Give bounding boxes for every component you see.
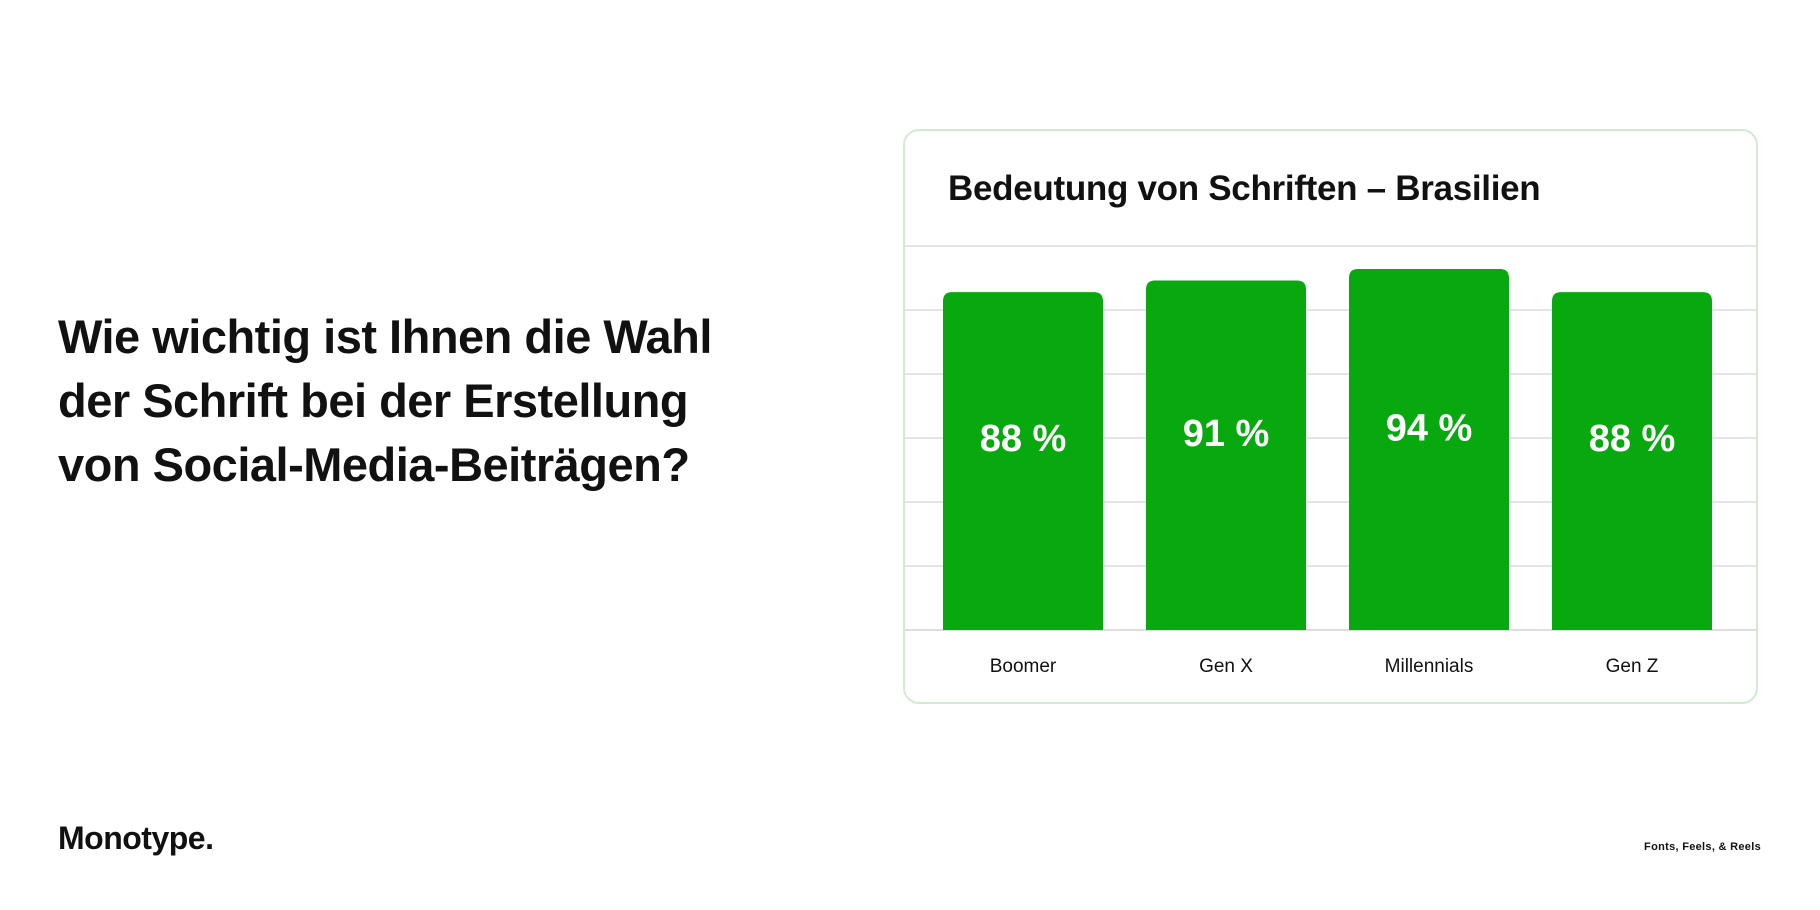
category-label: Boomer [990, 656, 1057, 677]
question-line-1: Wie wichtig ist Ihnen die Wahl [58, 310, 712, 363]
data-label: 91 % [1183, 413, 1270, 455]
chart-title: Bedeutung von Schriften – Brasilien [948, 169, 1541, 208]
question-line-2: der Schrift bei der Erstellung [58, 374, 689, 427]
tagline: Fonts, Feels, & Reels [1644, 841, 1761, 853]
category-label: Gen Z [1606, 656, 1659, 677]
category-label: Millennials [1385, 656, 1474, 677]
bar-chart: 88 % Boomer 91 % Gen X 94 % Millennials 88 % Ge… [905, 245, 1756, 677]
monotype-logo: Monotype. [58, 820, 214, 856]
bar-boomer [943, 292, 1103, 630]
bar-millennials [1349, 269, 1509, 630]
data-label: 88 % [980, 418, 1067, 460]
bar-gen-x [1146, 280, 1306, 630]
question-line-3: von Social-Media-Beiträgen? [58, 438, 690, 491]
data-label: 94 % [1386, 407, 1473, 449]
bar-gen-z [1552, 292, 1712, 630]
category-label: Gen X [1199, 656, 1253, 677]
question-heading: Wie wichtig ist Ihnen die Wahl der Schri… [58, 305, 838, 497]
chart-card: Bedeutung von Schriften – Brasilien 88 %… [903, 129, 1758, 704]
data-label: 88 % [1589, 418, 1676, 460]
